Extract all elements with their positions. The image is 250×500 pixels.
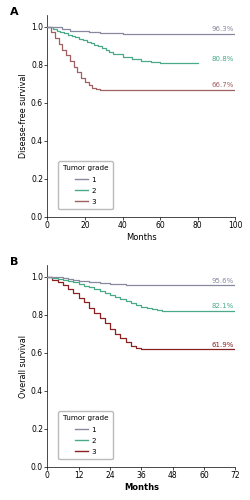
Text: A: A: [10, 8, 18, 18]
Y-axis label: Disease-free survival: Disease-free survival: [19, 74, 28, 158]
Text: 96.3%: 96.3%: [210, 26, 233, 32]
X-axis label: Months: Months: [123, 482, 158, 492]
Text: 95.6%: 95.6%: [210, 278, 233, 283]
Y-axis label: Overall survival: Overall survival: [19, 334, 28, 398]
Text: 82.1%: 82.1%: [210, 303, 233, 309]
Text: 61.9%: 61.9%: [210, 342, 233, 347]
Text: B: B: [10, 258, 18, 268]
Legend: 1, 2, 3: 1, 2, 3: [58, 161, 112, 209]
Legend: 1, 2, 3: 1, 2, 3: [58, 411, 112, 459]
Text: 66.7%: 66.7%: [210, 82, 233, 88]
X-axis label: Months: Months: [126, 232, 156, 241]
Text: 80.8%: 80.8%: [210, 56, 233, 62]
